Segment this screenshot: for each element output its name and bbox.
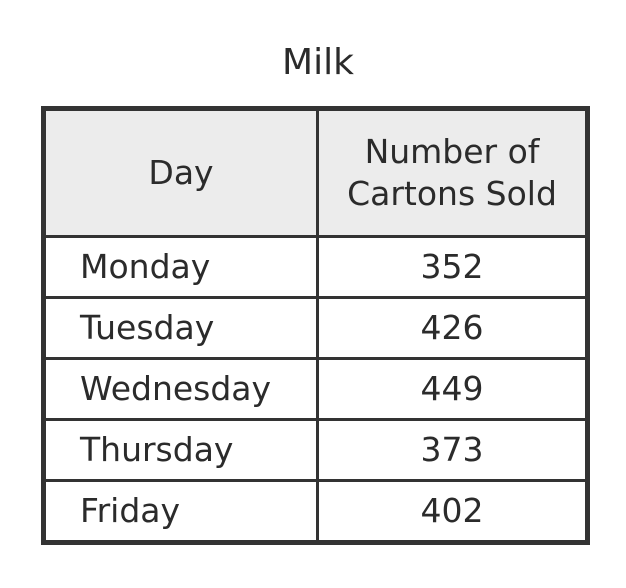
header-cartons-sold: Number of Cartons Sold <box>316 107 589 238</box>
count-cell: 426 <box>316 296 589 360</box>
data-table-container: Day Number of Cartons Sold Monday 352 Tu… <box>41 106 590 545</box>
day-cell: Monday <box>42 235 319 299</box>
day-cell: Wednesday <box>42 357 319 421</box>
count-cell: 402 <box>316 479 589 544</box>
table-row: Monday 352 <box>42 235 589 299</box>
table-row: Tuesday 426 <box>42 296 589 360</box>
table-row: Friday 402 <box>42 479 589 544</box>
table-row: Wednesday 449 <box>42 357 589 421</box>
header-row: Day Number of Cartons Sold <box>42 107 589 238</box>
day-cell: Thursday <box>42 418 319 482</box>
count-cell: 449 <box>316 357 589 421</box>
header-cartons-line-2: Cartons Sold <box>347 174 557 213</box>
count-cell: 352 <box>316 235 589 299</box>
header-cartons-line-1: Number of <box>364 132 540 171</box>
day-cell: Friday <box>42 479 319 544</box>
count-cell: 373 <box>316 418 589 482</box>
table-title: Milk <box>282 42 354 83</box>
header-day: Day <box>42 107 319 238</box>
day-cell: Tuesday <box>42 296 319 360</box>
milk-table: Day Number of Cartons Sold Monday 352 Tu… <box>41 106 590 545</box>
table-row: Thursday 373 <box>42 418 589 482</box>
